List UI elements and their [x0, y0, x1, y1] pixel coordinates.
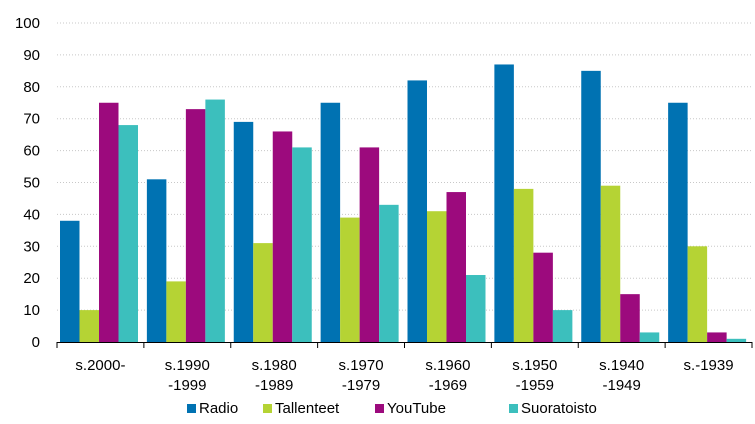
legend-swatch-radio: [187, 404, 196, 413]
x-category-label: s.1960: [425, 357, 470, 374]
x-category-label: s.1970: [339, 357, 384, 374]
bar-suoratoisto-1: [205, 99, 225, 342]
bar-radio-6: [581, 70, 601, 342]
y-tick-label: 50: [23, 175, 40, 192]
legend-label-youtube: YouTube: [387, 400, 446, 417]
x-category-label: -1949: [603, 377, 641, 394]
legend-label-suoratoisto: Suoratoisto: [521, 400, 597, 417]
x-category-label: s.1980: [252, 357, 297, 374]
bar-tallenteet-1: [166, 281, 186, 342]
bar-tallenteet-0: [79, 310, 99, 342]
bar-suoratoisto-3: [379, 204, 399, 342]
axes: 0 10 20 30 40 50 60 70 80 90 100 s.2000- s.1990 -1999…: [15, 15, 753, 394]
bar-suoratoisto-2: [292, 147, 312, 342]
bar-suoratoisto-4: [466, 275, 486, 342]
bar-youtube-4: [446, 192, 466, 342]
bars: [60, 64, 747, 343]
bar-youtube-7: [707, 332, 727, 342]
x-category-label: s.1990: [165, 357, 210, 374]
x-category-label: s.1940: [599, 357, 644, 374]
bar-radio-4: [407, 80, 427, 343]
x-category-label: -1999: [168, 377, 206, 394]
y-tick-label: 90: [23, 47, 40, 64]
bar-suoratoisto-6: [639, 332, 660, 342]
bar-youtube-5: [533, 252, 553, 342]
bar-radio-2: [233, 121, 254, 342]
y-tick-label: 40: [23, 206, 40, 223]
y-tick-label: 10: [23, 302, 40, 319]
x-category-label: s.1950: [512, 357, 557, 374]
x-category-label: s.-1939: [684, 357, 734, 374]
y-tick-label: 70: [23, 111, 40, 128]
x-category-label: -1969: [429, 377, 467, 394]
y-tick-label: 0: [32, 334, 40, 351]
x-category-label: -1979: [342, 377, 380, 394]
bar-youtube-0: [99, 102, 119, 342]
legend-label-radio: Radio: [199, 400, 238, 417]
y-tick-label: 60: [23, 143, 40, 160]
y-tick-label: 30: [23, 238, 40, 255]
legend-swatch-youtube: [375, 404, 384, 413]
bar-radio-1: [146, 179, 167, 342]
bar-suoratoisto-7: [726, 338, 747, 342]
bar-radio-3: [320, 102, 341, 342]
legend-label-tallenteet: Tallenteet: [275, 400, 340, 417]
bar-tallenteet-4: [427, 211, 447, 342]
bar-youtube-6: [620, 294, 640, 342]
bar-tallenteet-6: [600, 185, 621, 342]
bar-youtube-1: [185, 109, 206, 342]
y-tick-label: 20: [23, 270, 40, 287]
y-tick-label: 80: [23, 79, 40, 96]
bar-youtube-2: [272, 131, 293, 342]
bar-tallenteet-2: [253, 243, 273, 342]
bar-radio-5: [494, 64, 514, 342]
bar-suoratoisto-5: [552, 310, 573, 342]
bar-tallenteet-3: [340, 217, 360, 342]
y-tick-label: 100: [15, 15, 40, 32]
x-category-label: s.2000-: [75, 357, 125, 374]
legend-swatch-tallenteet: [263, 404, 272, 413]
x-category-label: -1959: [516, 377, 554, 394]
bar-radio-0: [60, 220, 80, 342]
bar-tallenteet-5: [513, 188, 534, 342]
legend: Radio Tallenteet YouTube Suoratoisto: [187, 400, 597, 417]
bar-suoratoisto-0: [118, 125, 138, 342]
legend-swatch-suoratoisto: [509, 404, 518, 413]
x-category-label: -1989: [255, 377, 293, 394]
bar-radio-7: [668, 102, 688, 342]
bar-tallenteet-7: [687, 246, 708, 342]
bar-youtube-3: [359, 147, 380, 342]
